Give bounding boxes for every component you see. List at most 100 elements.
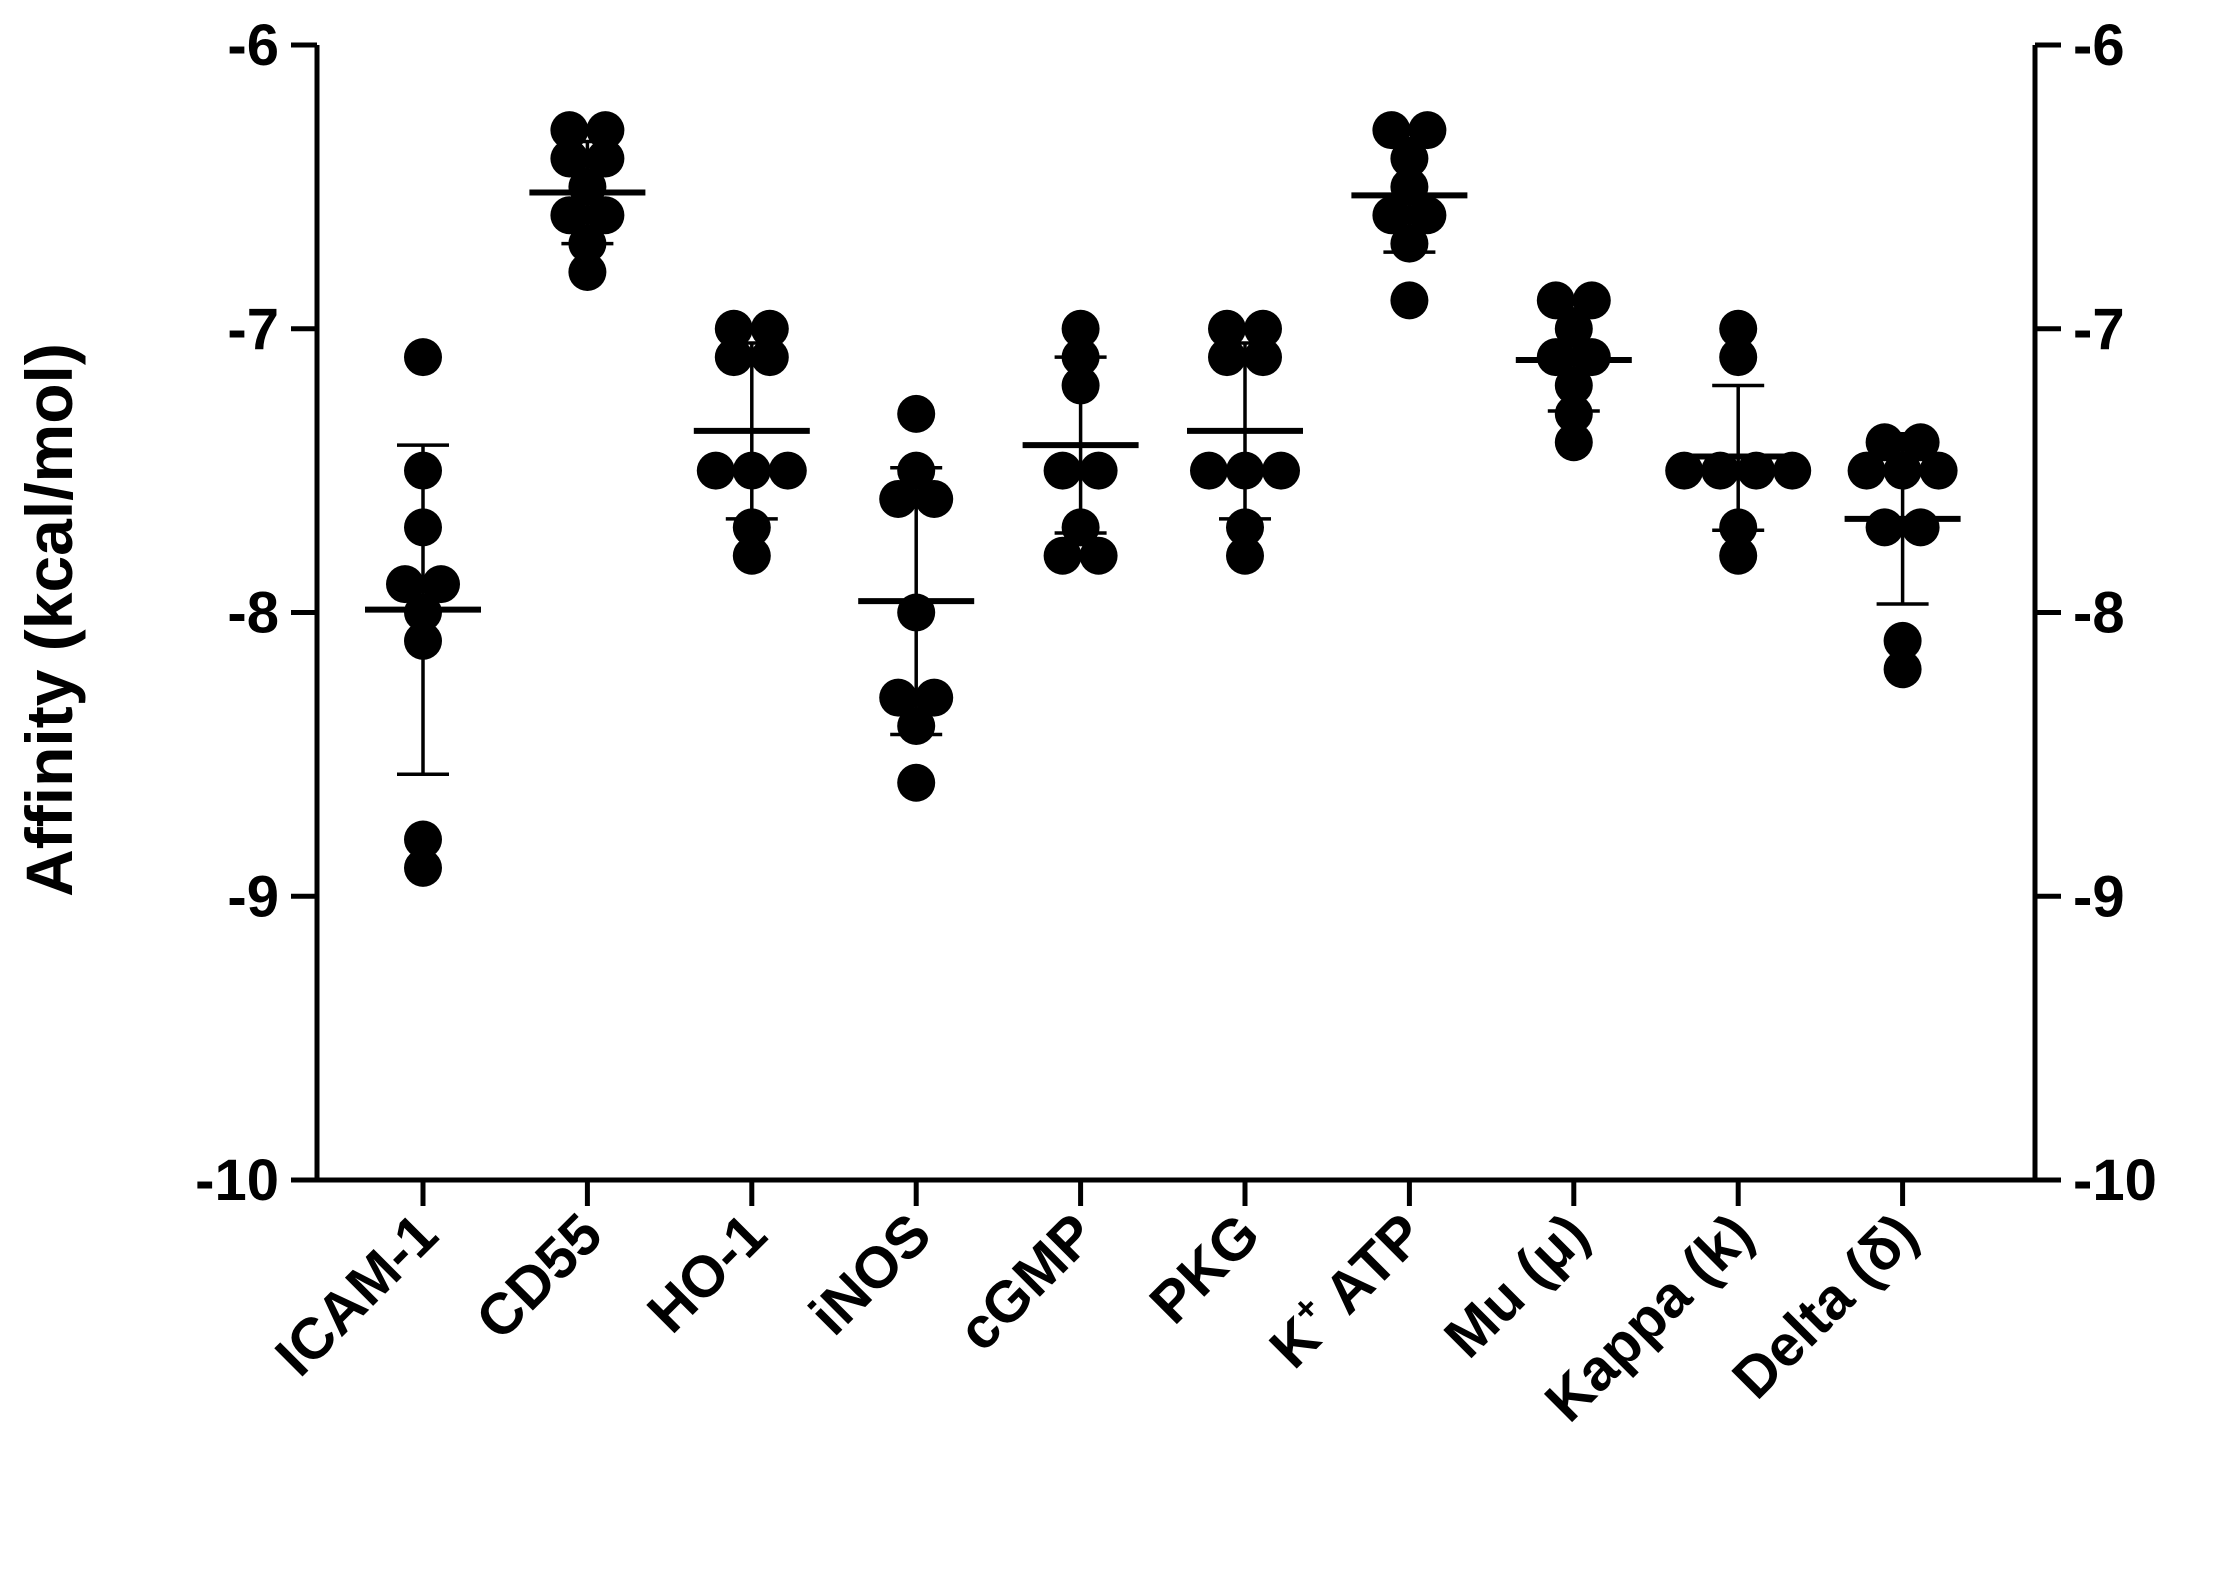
data-point [1061,309,1100,348]
y-tick-label-left: -8 [227,581,279,646]
data-point [404,848,442,887]
y-tick-label-right: -7 [2073,297,2125,362]
data-point [1372,196,1411,235]
data-point [1061,366,1100,405]
data-point [1737,451,1776,490]
x-category-label-main: Delta (δ) [1720,1201,1930,1411]
data-point [568,253,607,291]
x-category-label-main: PKG [1137,1201,1272,1336]
x-category-label-main: ICAM-1 [263,1201,450,1388]
x-category-label: K+ ATP [1254,1198,1437,1381]
data-point [422,565,460,604]
x-category-label: cGMP [946,1201,1108,1363]
data-point [1883,621,1922,660]
x-category-label-main: HO-1 [635,1201,779,1345]
data-point [1226,508,1264,547]
data-point [1572,281,1611,320]
points-group [386,111,1958,887]
data-point [586,196,625,235]
data-point [550,196,589,235]
data-point [1901,508,1940,547]
x-category-label: iNOS [797,1201,943,1347]
data-point [404,451,442,490]
data-point [750,309,789,348]
data-point [732,536,771,575]
data-point [1865,508,1904,547]
data-point [1079,451,1118,490]
data-point [1372,111,1411,150]
data-point [696,451,735,490]
data-point [732,451,771,490]
data-point [1883,650,1922,689]
data-point [1554,394,1593,433]
x-category-label-main: CD55 [464,1201,615,1352]
data-point [879,678,918,717]
data-point [386,565,424,604]
data-point [1244,338,1282,377]
data-point [550,139,589,178]
data-point [404,820,442,859]
x-category-label: ICAM-1 [263,1201,450,1388]
data-point [714,338,753,377]
data-point [1554,309,1593,348]
data-point [1079,536,1118,575]
data-point [1244,309,1282,348]
y-tick-label-left: -10 [195,1148,279,1213]
data-point [1061,508,1100,547]
data-point [1390,224,1429,263]
means-group [365,189,1961,613]
y-tick-label-left: -9 [227,864,279,929]
x-category-label: CD55 [464,1201,615,1352]
data-point [897,451,936,490]
data-point [879,480,918,518]
data-point [1390,139,1429,178]
data-point [915,678,954,717]
x-category-label: PKG [1137,1201,1272,1336]
data-point [1665,451,1704,490]
y-tick-label-left: -7 [227,297,279,362]
data-point [1719,536,1758,575]
data-point [1719,508,1758,547]
data-point [1061,338,1100,377]
data-point [550,111,589,150]
data-point [1554,366,1593,405]
y-axis-title: Affinity (kcal/mol) [12,343,86,897]
x-category-label-main: iNOS [797,1201,943,1347]
data-point [568,167,607,206]
x-category-label: HO-1 [635,1201,779,1345]
data-point [1901,423,1940,462]
y-tick-label-right: -9 [2073,864,2125,929]
data-point [714,309,753,348]
axes-group [291,42,2061,1206]
data-point [1226,451,1264,490]
y-tick-label-left: -6 [227,13,279,78]
data-point [404,621,442,660]
data-point [897,394,936,433]
data-point [1043,451,1082,490]
data-point [1226,536,1264,575]
data-point [768,451,807,490]
data-point [1208,309,1246,348]
data-point [568,224,607,263]
x-category-label-main: cGMP [946,1201,1108,1363]
data-point [1262,451,1300,490]
data-point [1919,451,1958,490]
data-point [586,139,625,178]
data-point [750,338,789,377]
data-point [1865,423,1904,462]
x-category-label: Delta (δ) [1720,1201,1930,1411]
data-point [586,111,625,150]
data-point [1408,196,1447,235]
data-point [897,707,936,745]
data-point [897,763,936,802]
data-point [732,508,771,547]
data-point [1408,111,1447,150]
data-point [1701,451,1740,490]
data-point [1043,536,1082,575]
data-point [1847,451,1886,490]
data-point [1536,281,1575,320]
data-point [404,338,442,377]
